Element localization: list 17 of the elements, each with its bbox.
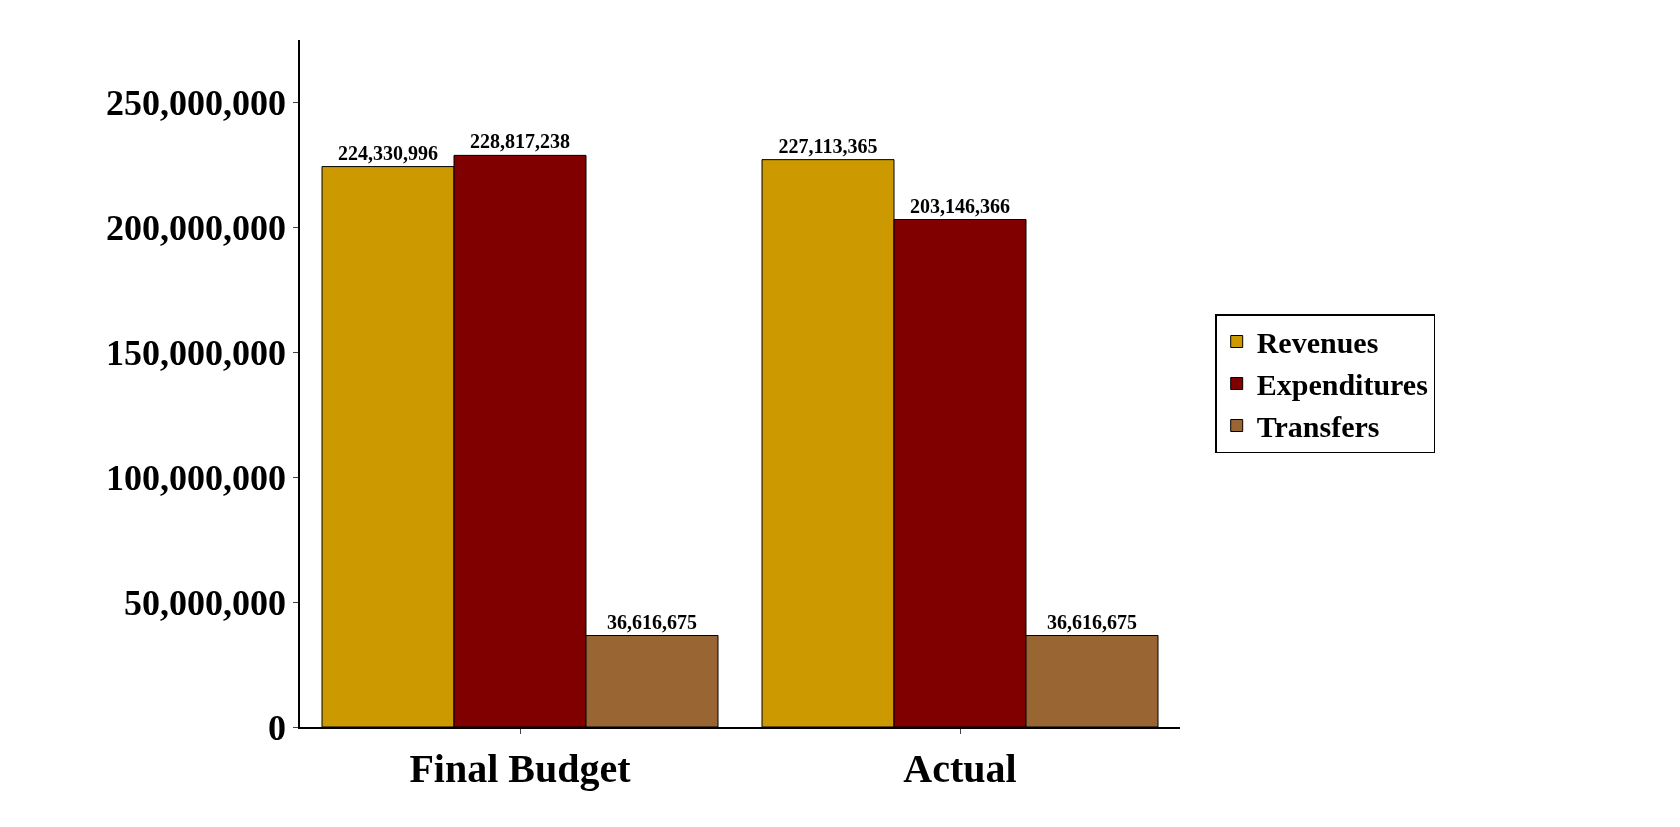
y-tick-label: 50,000,000 bbox=[124, 582, 287, 623]
y-tick-label: 0 bbox=[268, 707, 287, 748]
x-tick-label: Actual bbox=[903, 745, 1017, 791]
legend-label: Transfers bbox=[1256, 410, 1380, 444]
data-label: 36,616,675 bbox=[607, 610, 697, 633]
data-label: 203,146,366 bbox=[910, 194, 1010, 217]
data-label: 228,817,238 bbox=[470, 130, 570, 153]
y-tick-label: 100,000,000 bbox=[106, 457, 287, 498]
data-label: 227,113,365 bbox=[778, 134, 878, 157]
legend-label: Expenditures bbox=[1256, 368, 1428, 402]
data-label: 36,616,675 bbox=[1047, 610, 1137, 633]
x-tick-label: Final Budget bbox=[409, 745, 632, 791]
legend-label: Revenues bbox=[1256, 326, 1379, 360]
y-tick-label: 150,000,000 bbox=[106, 332, 287, 373]
data-label: 224,330,996 bbox=[338, 141, 438, 164]
y-tick-label: 250,000,000 bbox=[106, 83, 287, 124]
y-tick-label: 200,000,000 bbox=[106, 207, 287, 248]
